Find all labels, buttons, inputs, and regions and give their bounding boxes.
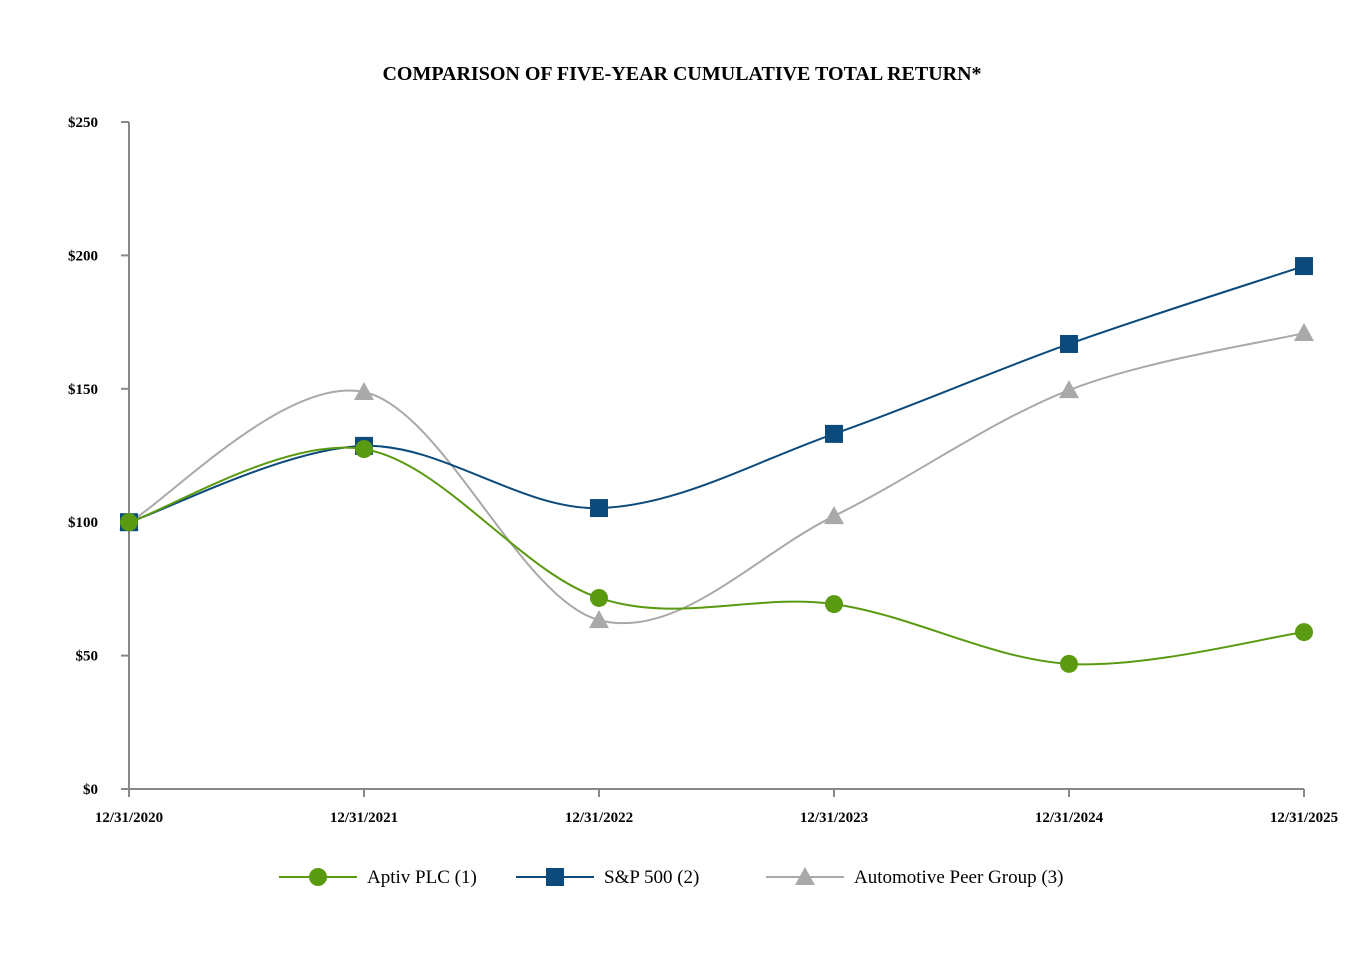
- data-point-circle: [590, 588, 608, 607]
- y-tick-label: $50: [76, 649, 99, 665]
- legend-label: Aptiv PLC (1): [367, 867, 477, 888]
- series-line: [128, 332, 1305, 625]
- x-tick-label: 12/31/2021: [330, 810, 398, 826]
- x-tick-label: 12/31/2025: [1270, 810, 1338, 826]
- data-point-square: [1295, 257, 1313, 276]
- data-point-circle: [120, 513, 138, 532]
- y-tick-label: $100: [68, 515, 98, 531]
- y-tick-label: $150: [68, 382, 98, 398]
- series-line: [128, 446, 1305, 666]
- data-point-square: [546, 868, 564, 886]
- series-2: [119, 323, 1314, 629]
- data-point-triangle: [824, 506, 844, 525]
- x-tick-label: 12/31/2020: [95, 810, 163, 826]
- series-0: [120, 440, 1313, 673]
- data-point-triangle: [795, 867, 815, 885]
- y-tick-label: $200: [68, 248, 98, 264]
- series-line: [128, 265, 1305, 524]
- data-point-triangle: [1294, 323, 1314, 342]
- x-tick-label: 12/31/2024: [1035, 810, 1104, 826]
- legend-item: Automotive Peer Group (3): [766, 867, 1063, 888]
- data-point-triangle: [589, 610, 609, 629]
- data-point-square: [825, 424, 843, 443]
- x-tick-label: 12/31/2022: [565, 810, 633, 826]
- chart-title: COMPARISON OF FIVE-YEAR CUMULATIVE TOTAL…: [382, 63, 981, 85]
- series-1: [120, 257, 1313, 532]
- legend-label: Automotive Peer Group (3): [854, 867, 1063, 888]
- y-tick-label: $250: [68, 115, 98, 131]
- legend-label: S&P 500 (2): [604, 867, 699, 888]
- data-point-square: [1060, 334, 1078, 353]
- data-point-triangle: [354, 382, 374, 401]
- x-tick-label: 12/31/2023: [800, 810, 868, 826]
- y-tick-label: $0: [83, 782, 98, 798]
- data-point-circle: [355, 440, 373, 459]
- data-point-circle: [825, 595, 843, 614]
- data-point-circle: [1060, 654, 1078, 673]
- legend-item: S&P 500 (2): [516, 867, 699, 888]
- data-point-square: [590, 499, 608, 518]
- data-point-circle: [1295, 623, 1313, 642]
- data-point-triangle: [1059, 380, 1079, 399]
- data-point-circle: [309, 868, 327, 886]
- legend-item: Aptiv PLC (1): [279, 867, 477, 888]
